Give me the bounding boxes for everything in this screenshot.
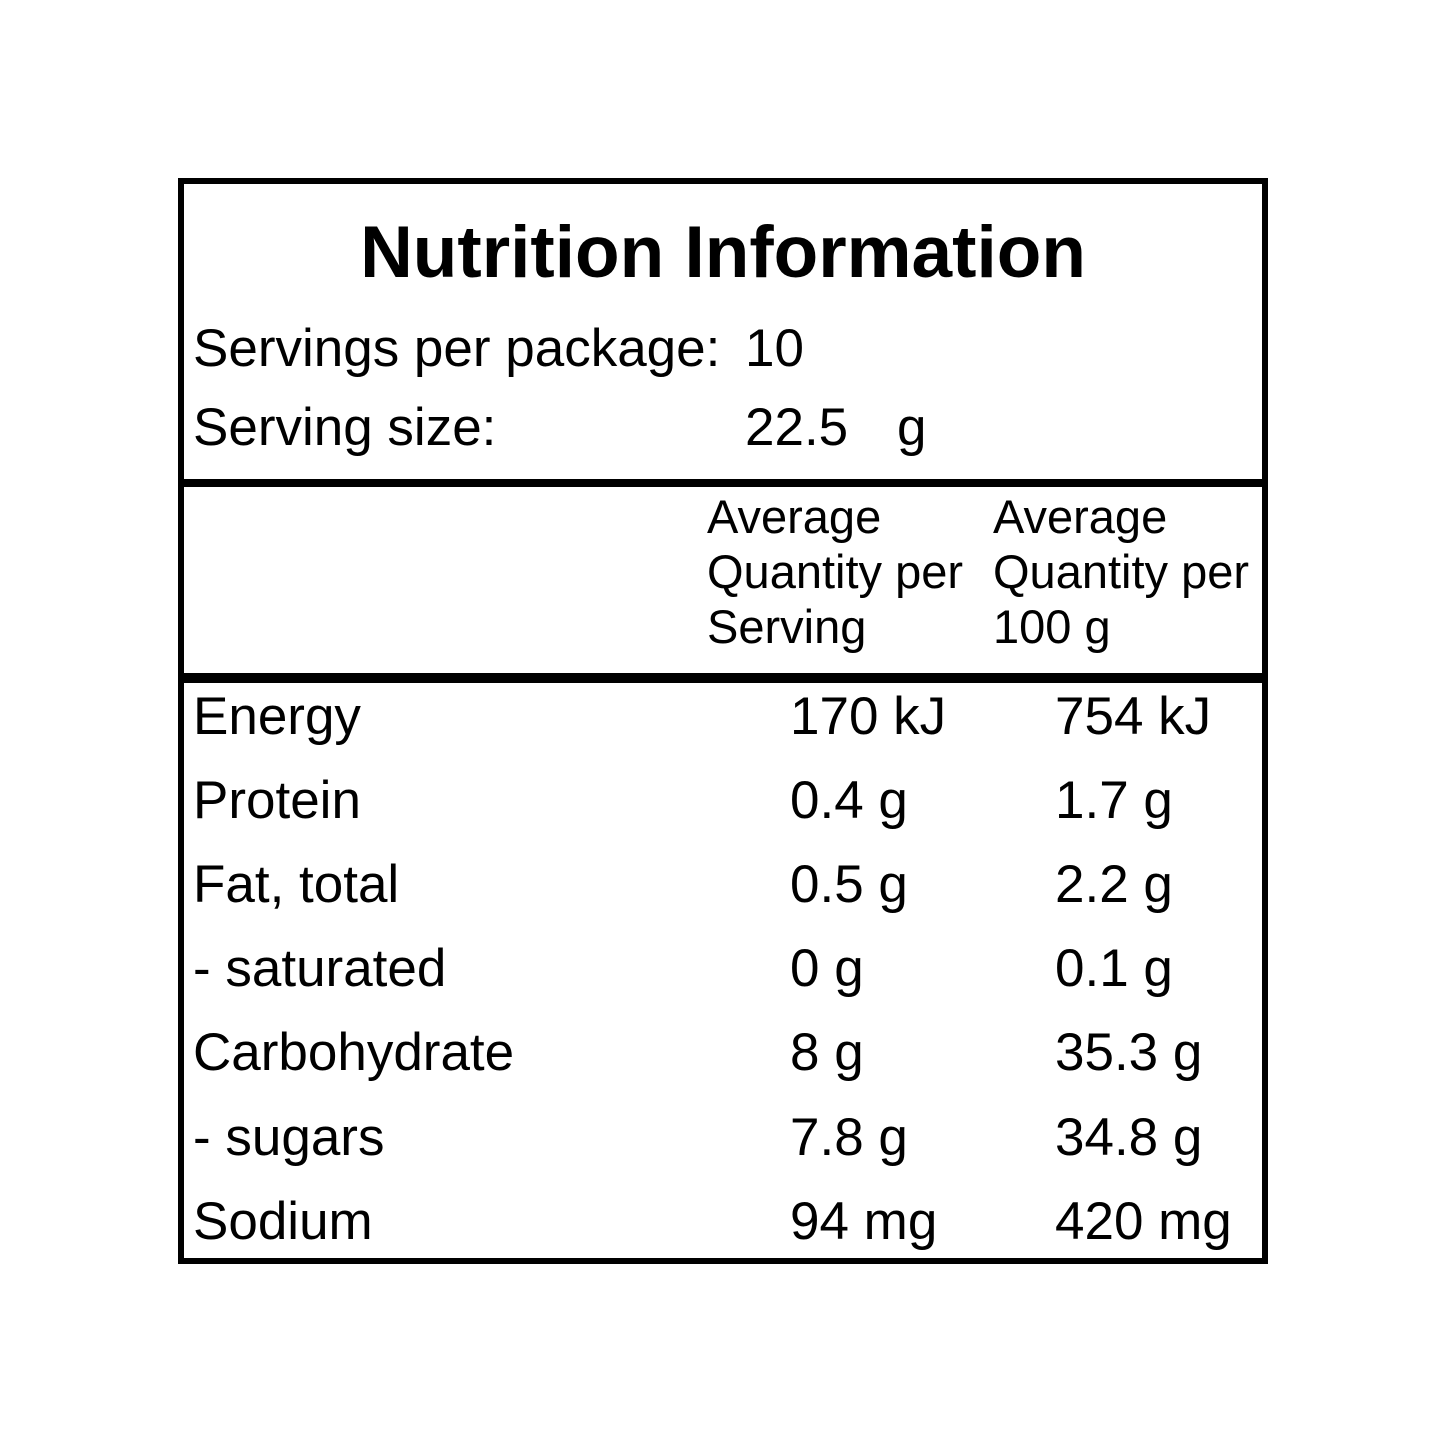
serving-size-value: 22.5: [745, 398, 849, 457]
table-row: Energy 170 kJ 754 kJ: [184, 689, 1262, 745]
row-value-per-serving: 7.8 g: [790, 1108, 908, 1167]
serving-size-unit: g: [897, 398, 927, 457]
servings-per-package-value: 10: [745, 319, 804, 378]
row-value-per-serving: 170 kJ: [790, 687, 947, 746]
separator-top: [184, 479, 1262, 487]
separator-header: [184, 673, 1262, 683]
panel-title: Nutrition Information: [360, 212, 1086, 293]
column-header-line: Average: [707, 490, 882, 543]
row-label: Fat, total: [193, 855, 400, 914]
row-label: - sugars: [193, 1108, 385, 1167]
column-header-per-serving: Average Quantity per Serving: [707, 489, 963, 654]
table-row: - saturated 0 g 0.1 g: [184, 941, 1262, 997]
row-label: Sodium: [193, 1192, 373, 1251]
row-label: - saturated: [193, 939, 447, 998]
row-value-per-serving: 8 g: [790, 1023, 864, 1082]
table-row: Protein 0.4 g 1.7 g: [184, 773, 1262, 829]
table-row: Sodium 94 mg 420 mg: [184, 1194, 1262, 1250]
row-value-per-100g: 754 kJ: [1055, 687, 1212, 746]
row-label: Protein: [193, 771, 361, 830]
row-label: Energy: [193, 687, 361, 746]
servings-per-package-row: Servings per package: 10: [184, 321, 1262, 377]
row-label: Carbohydrate: [193, 1023, 515, 1082]
column-header-line: 100 g: [993, 600, 1111, 653]
serving-size-label: Serving size:: [193, 398, 497, 457]
row-value-per-100g: 2.2 g: [1055, 855, 1173, 914]
table-row: - sugars 7.8 g 34.8 g: [184, 1110, 1262, 1166]
row-value-per-serving: 0.4 g: [790, 771, 908, 830]
column-header-line: Average: [993, 490, 1168, 543]
column-header-line: Quantity per: [993, 545, 1250, 598]
row-value-per-100g: 0.1 g: [1055, 939, 1173, 998]
row-value-per-100g: 35.3 g: [1055, 1023, 1203, 1082]
row-value-per-serving: 94 mg: [790, 1192, 938, 1251]
row-value-per-serving: 0 g: [790, 939, 864, 998]
table-row: Fat, total 0.5 g 2.2 g: [184, 857, 1262, 913]
row-value-per-100g: 1.7 g: [1055, 771, 1173, 830]
servings-per-package-label: Servings per package:: [193, 319, 721, 378]
row-value-per-100g: 420 mg: [1055, 1192, 1232, 1251]
column-header-line: Quantity per: [707, 545, 964, 598]
row-value-per-100g: 34.8 g: [1055, 1108, 1203, 1167]
table-row: Carbohydrate 8 g 35.3 g: [184, 1025, 1262, 1081]
row-value-per-serving: 0.5 g: [790, 855, 908, 914]
column-header-line: Serving: [707, 600, 867, 653]
serving-size-row: Serving size: 22.5 g: [184, 400, 1262, 456]
column-header-per-100g: Average Quantity per 100 g: [993, 489, 1249, 654]
nutrition-information-panel: Nutrition Information Servings per packa…: [178, 178, 1268, 1264]
